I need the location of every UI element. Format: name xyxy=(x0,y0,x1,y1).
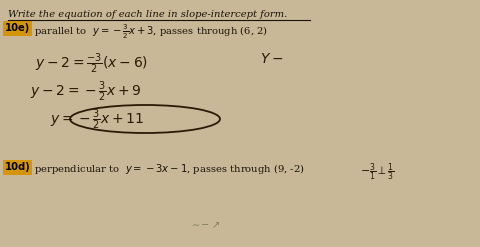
Text: $y-2=\frac{-3}{2}(x-6)$: $y-2=\frac{-3}{2}(x-6)$ xyxy=(35,52,148,76)
Text: $Y-$: $Y-$ xyxy=(260,52,283,66)
Text: $y-2=-\frac{3}{2}x+9$: $y-2=-\frac{3}{2}x+9$ xyxy=(30,80,142,104)
Text: $-\frac{3}{1}\perp\frac{1}{3}$: $-\frac{3}{1}\perp\frac{1}{3}$ xyxy=(360,162,395,184)
FancyBboxPatch shape xyxy=(3,160,32,175)
Text: $y=-\frac{3}{2}x+11$: $y=-\frac{3}{2}x+11$ xyxy=(50,108,144,132)
Text: 10e): 10e) xyxy=(5,23,30,33)
Text: $\sim\!\!-\!\nearrow$: $\sim\!\!-\!\nearrow$ xyxy=(190,220,220,230)
Text: parallel to  $y=-\frac{3}{2}x+3$, passes through (6, 2): parallel to $y=-\frac{3}{2}x+3$, passes … xyxy=(34,23,268,41)
Text: Write the equation of each line in slope-intercept form.: Write the equation of each line in slope… xyxy=(8,10,287,19)
FancyBboxPatch shape xyxy=(3,21,32,36)
Text: perpendicular to  $y=-3x-1$, passes through (9, -2): perpendicular to $y=-3x-1$, passes throu… xyxy=(34,162,305,176)
Text: 10d): 10d) xyxy=(5,162,31,172)
